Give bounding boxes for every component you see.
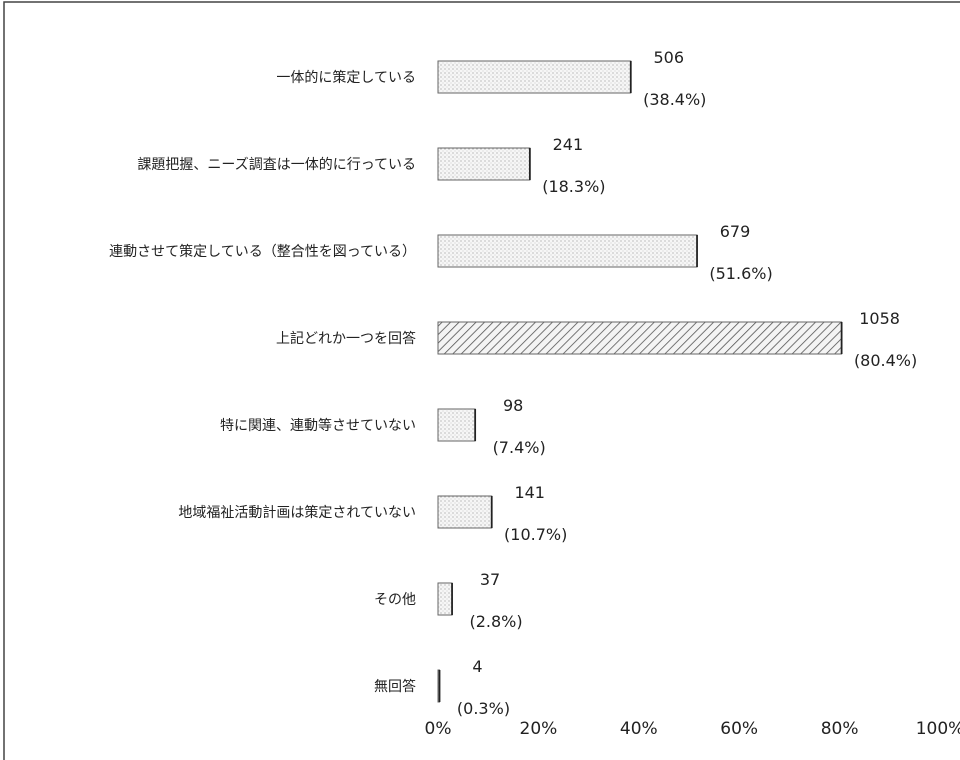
chart-border — [3, 1, 960, 760]
x-tick-label: 100% — [916, 719, 960, 739]
data-label-percent: (51.6%) — [709, 264, 772, 283]
category-label: 特に関連、連動等させていない — [220, 417, 416, 434]
data-label-count: 98 — [503, 396, 523, 415]
data-label-count: 679 — [720, 222, 751, 241]
data-label-percent: (10.7%) — [504, 525, 567, 544]
category-label: 一体的に策定している — [276, 69, 416, 86]
bar — [437, 234, 698, 268]
x-tick-label: 80% — [821, 719, 859, 739]
bar — [437, 582, 453, 616]
x-tick-label: 40% — [620, 719, 658, 739]
data-label-count: 1058 — [859, 309, 900, 328]
x-tick-label: 0% — [425, 719, 452, 739]
data-label-percent: (7.4%) — [493, 438, 546, 457]
bar — [437, 60, 632, 94]
data-label-percent: (18.3%) — [542, 177, 605, 196]
data-label-count: 506 — [653, 48, 684, 67]
data-label-count: 37 — [480, 570, 500, 589]
data-label-percent: (2.8%) — [469, 612, 522, 631]
data-label-percent: (38.4%) — [643, 90, 706, 109]
data-label-percent: (80.4%) — [854, 351, 917, 370]
x-tick-label: 20% — [520, 719, 558, 739]
category-label: 地域福祉活動計画は策定されていない — [178, 504, 416, 521]
category-label: 課題把握、ニーズ調査は一体的に行っている — [137, 157, 416, 173]
data-label-count: 141 — [514, 483, 545, 502]
bar — [437, 495, 493, 529]
bar — [437, 321, 843, 355]
data-label-count: 4 — [472, 657, 482, 676]
bar — [437, 147, 531, 181]
category-label: 上記どれか一つを回答 — [276, 330, 416, 347]
category-label: 無回答 — [374, 678, 416, 695]
category-label: その他 — [374, 592, 416, 608]
bar — [437, 408, 476, 442]
data-label-percent: (0.3%) — [457, 699, 510, 718]
data-label-count: 241 — [553, 135, 584, 154]
category-label: 連動させて策定している（整合性を図っている） — [109, 243, 416, 260]
x-tick-label: 60% — [720, 719, 758, 739]
